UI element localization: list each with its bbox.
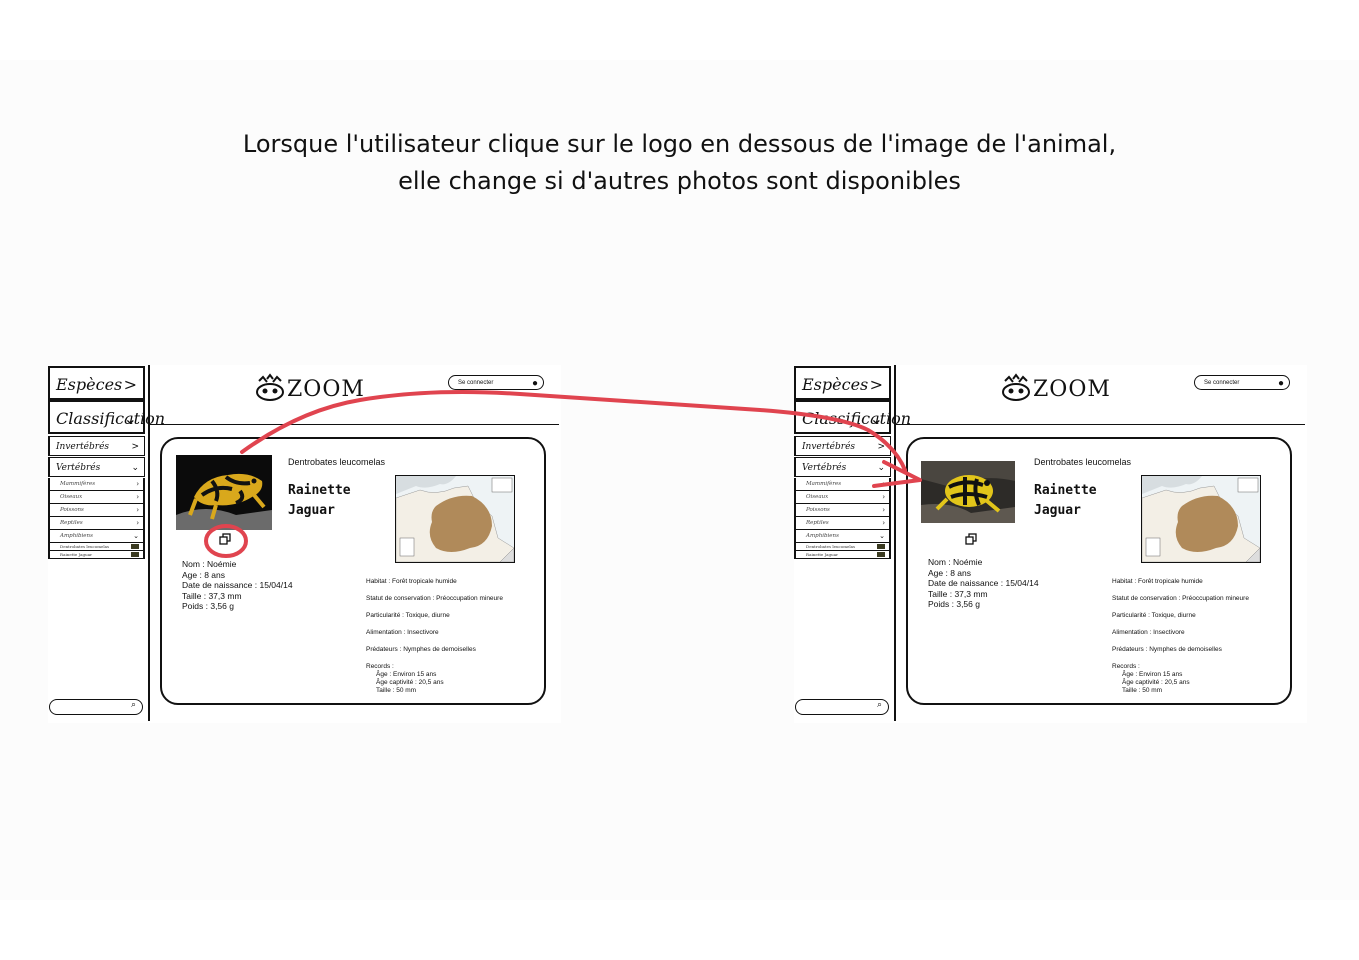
thumbnail: [877, 544, 885, 549]
header-divider: [894, 424, 1305, 425]
nav-oiseaux[interactable]: Oiseaux ›: [794, 491, 891, 504]
animal-card: Dentrobates leucomelas Rainette Jaguar N…: [906, 437, 1292, 705]
paw-logo-icon: [1002, 373, 1030, 401]
animal-card: Dentrobates leucomelas Rainette Jaguar N…: [160, 437, 546, 705]
animal-facts: Nom : Noémie Age : 8 ans Date de naissan…: [928, 557, 1039, 609]
nav-classification[interactable]: Classification ⌄: [794, 400, 911, 434]
photo-switch-icon[interactable]: [219, 533, 231, 545]
user-icon: ●: [531, 378, 538, 389]
user-icon: ●: [1277, 378, 1284, 389]
chevron-down-icon: ⌄: [877, 463, 885, 473]
login-button[interactable]: Se connecter ●: [448, 375, 544, 390]
photo-switch-icon[interactable]: [965, 533, 977, 545]
logo-text: ZOOM: [287, 377, 365, 402]
nav-especes[interactable]: Espèces >: [48, 366, 145, 400]
search-input[interactable]: ⌕: [795, 699, 889, 715]
chevron-right-icon: >: [131, 442, 139, 452]
sidebar: Espèces > Classification ⌄ Invertébrés > Ve…: [48, 365, 165, 721]
caption-line-1: Lorsque l'utilisateur clique sur le logo…: [242, 130, 1117, 158]
nav-poissons[interactable]: Poissons ›: [48, 504, 145, 517]
search-icon: ⌕: [876, 699, 882, 709]
thumbnail: [131, 552, 139, 557]
distribution-map: [395, 475, 515, 563]
slide-caption: Lorsque l'utilisateur clique sur le logo…: [0, 126, 1359, 200]
logo-text: ZOOM: [1033, 377, 1111, 402]
nav-oiseaux[interactable]: Oiseaux ›: [48, 491, 145, 504]
nav-reptiles[interactable]: Reptiles ›: [794, 517, 891, 530]
distribution-map: [1141, 475, 1261, 563]
paw-logo-icon: [256, 373, 284, 401]
animal-facts: Nom : Noémie Age : 8 ans Date de naissan…: [182, 559, 293, 611]
common-name: Rainette Jaguar: [288, 483, 351, 518]
animal-photo-alternate: [921, 461, 1015, 523]
nav-poissons[interactable]: Poissons ›: [794, 504, 891, 517]
login-button[interactable]: Se connecter ●: [1194, 375, 1290, 390]
nav-reptiles[interactable]: Reptiles ›: [48, 517, 145, 530]
chevron-down-icon: ⌄: [869, 409, 883, 428]
caption-line-2: elle change si d'autres photos sont disp…: [398, 167, 961, 195]
nav-classification[interactable]: Classification ⌄: [48, 400, 165, 434]
nav-leaf-dentrobates[interactable]: Dentrobates leucomelas: [794, 543, 891, 551]
nav-leaf-rainette[interactable]: Rainette Jaguar: [48, 551, 145, 559]
chevron-right-icon: >: [877, 442, 885, 452]
nav-vertebres[interactable]: Vertébrés ⌄: [48, 457, 145, 477]
chevron-down-icon: ⌄: [123, 409, 137, 428]
chevron-right-icon: >: [123, 375, 137, 394]
scientific-name: Dentrobates leucomelas: [1034, 457, 1132, 467]
nav-mammiferes[interactable]: Mammifères ›: [794, 478, 891, 491]
scientific-name: Dentrobates leucomelas: [288, 457, 386, 467]
thumbnail: [131, 544, 139, 549]
header-divider: [148, 424, 559, 425]
nav-especes[interactable]: Espèces >: [794, 366, 891, 400]
chevron-down-icon: ⌄: [131, 463, 139, 473]
mockup-after: Espèces > Classification ⌄ Invertébrés > Ve…: [794, 365, 1307, 723]
species-details: Habitat : Forêt tropicale humide Statut …: [1112, 578, 1249, 694]
common-name: Rainette Jaguar: [1034, 483, 1097, 518]
nav-invertebres[interactable]: Invertébrés >: [48, 436, 145, 456]
thumbnail: [877, 552, 885, 557]
search-icon: ⌕: [130, 699, 136, 709]
nav-amphibiens[interactable]: Amphibiens ⌄: [48, 530, 145, 543]
chevron-right-icon: >: [869, 375, 883, 394]
sidebar: Espèces > Classification ⌄ Invertébrés > Ve…: [794, 365, 911, 721]
zoom-logo[interactable]: ZOOM: [999, 373, 1110, 409]
nav-amphibiens[interactable]: Amphibiens ⌄: [794, 530, 891, 543]
nav-invertebres[interactable]: Invertébrés >: [794, 436, 891, 456]
nav-leaf-dentrobates[interactable]: Dentrobates leucomelas: [48, 543, 145, 551]
animal-photo: [176, 455, 272, 530]
search-input[interactable]: ⌕: [49, 699, 143, 715]
zoom-logo[interactable]: ZOOM: [253, 373, 364, 409]
nav-vertebres[interactable]: Vertébrés ⌄: [794, 457, 891, 477]
nav-leaf-rainette[interactable]: Rainette Jaguar: [794, 551, 891, 559]
nav-mammiferes[interactable]: Mammifères ›: [48, 478, 145, 491]
mockup-before: Espèces > Classification ⌄ Invertébrés > Ve…: [48, 365, 561, 723]
species-details: Habitat : Forêt tropicale humide Statut …: [366, 578, 503, 694]
